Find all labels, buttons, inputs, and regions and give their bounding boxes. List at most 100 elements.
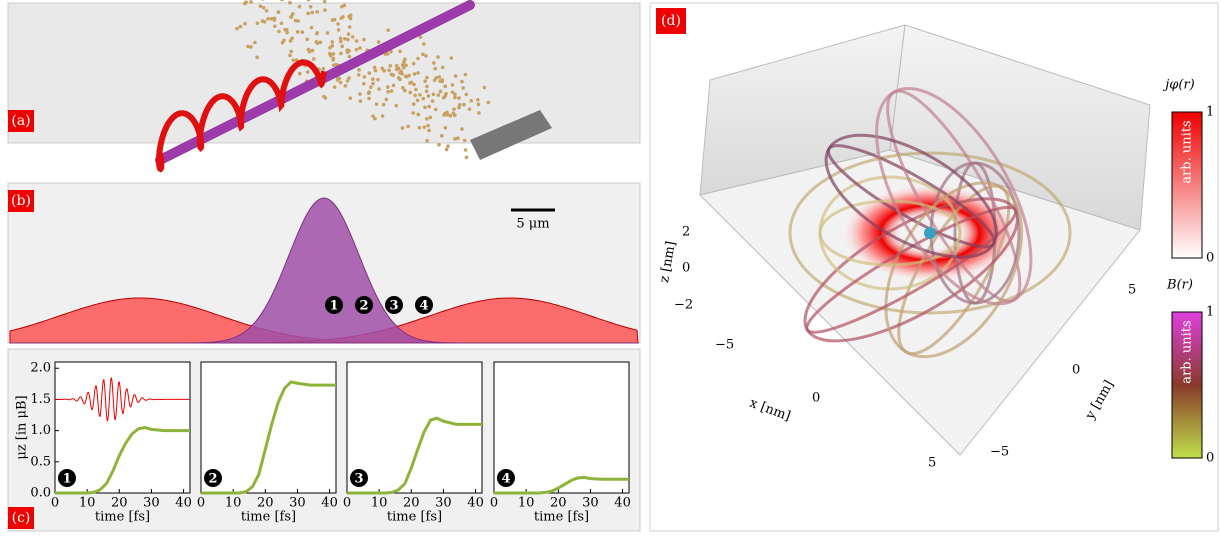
particle: [339, 37, 343, 41]
particle: [305, 38, 309, 42]
y-tick: 5: [1128, 283, 1136, 298]
figure: (a) (b) 5 μm (c) 0102030400.00.51.01.52.…: [0, 0, 1221, 537]
particle: [376, 78, 380, 82]
particle: [443, 112, 447, 116]
particle: [359, 99, 363, 103]
particle: [445, 148, 449, 152]
particle: [432, 93, 436, 97]
particle: [386, 52, 390, 56]
particle: [347, 15, 351, 19]
particle: [412, 102, 416, 106]
x-tick-label: 0: [490, 496, 498, 511]
particle: [307, 48, 311, 52]
particle: [328, 46, 332, 50]
x-tick-label: 30: [582, 496, 599, 511]
particle: [460, 80, 464, 84]
particle: [315, 32, 319, 36]
particle: [425, 139, 429, 143]
particle: [416, 57, 420, 61]
particle: [437, 93, 441, 97]
particle: [280, 0, 284, 1]
y-tick: 0: [1072, 363, 1080, 378]
particle: [315, 10, 319, 14]
particle: [462, 103, 466, 107]
particle: [401, 86, 405, 90]
particle: [362, 82, 366, 86]
particle: [424, 54, 428, 58]
particle: [461, 86, 465, 90]
particle: [348, 55, 352, 59]
particle: [363, 75, 367, 79]
x-tick: −5: [715, 338, 734, 353]
particle: [440, 134, 444, 138]
x-tick-label: 10: [79, 496, 96, 511]
particle: [463, 139, 467, 143]
particle: [464, 148, 468, 152]
particle: [385, 98, 389, 102]
x-tick-label: 30: [289, 496, 306, 511]
particle: [298, 72, 302, 76]
particle: [427, 105, 431, 109]
particle: [437, 143, 441, 147]
particle: [346, 38, 350, 42]
x-tick-label: 20: [111, 496, 128, 511]
particle: [290, 36, 294, 40]
x-tick-label: 30: [143, 496, 160, 511]
particle: [427, 94, 431, 98]
particle: [239, 25, 243, 29]
particle: [306, 12, 310, 16]
particle: [348, 96, 352, 100]
particle: [332, 63, 336, 67]
particle: [291, 12, 295, 16]
particle: [449, 56, 453, 60]
particle: [451, 83, 455, 87]
particle: [423, 79, 427, 83]
particle: [367, 97, 371, 101]
particle: [453, 137, 457, 141]
plot-area: [201, 362, 336, 493]
particle: [451, 90, 455, 94]
particle: [421, 52, 425, 56]
particle: [373, 117, 377, 121]
particle: [256, 21, 260, 25]
y-tick: −5: [990, 445, 1009, 460]
particle: [431, 99, 435, 103]
particle: [408, 81, 412, 85]
particle: [235, 27, 239, 31]
particle: [416, 71, 420, 75]
particle: [266, 17, 270, 21]
particle: [339, 81, 343, 85]
particle: [465, 155, 469, 159]
y-tick-label: 2.0: [30, 361, 51, 376]
particle: [259, 4, 263, 8]
marker-label: 4: [501, 472, 510, 487]
particle: [457, 106, 461, 110]
x-tick-label: 0: [343, 496, 351, 511]
particle: [382, 103, 386, 107]
particle: [373, 66, 377, 70]
particle: [357, 68, 361, 72]
particle: [309, 5, 313, 9]
particle: [418, 126, 422, 130]
particle: [386, 28, 390, 32]
particle: [375, 102, 379, 106]
particle: [333, 85, 337, 89]
particle: [330, 40, 334, 44]
particle: [307, 0, 311, 2]
plot-area: [494, 362, 629, 493]
particle: [265, 9, 269, 13]
particle: [483, 86, 487, 90]
particle: [346, 51, 350, 55]
particle: [362, 38, 366, 42]
particle: [392, 84, 396, 88]
particle: [407, 74, 411, 78]
z-tick: 0: [682, 261, 690, 276]
particle: [296, 30, 300, 34]
particle: [347, 32, 351, 36]
particle: [457, 96, 461, 100]
particle: [322, 67, 326, 71]
particle: [261, 19, 265, 23]
particle: [439, 90, 443, 94]
x-tick-label: 10: [225, 496, 242, 511]
particle: [387, 68, 391, 72]
